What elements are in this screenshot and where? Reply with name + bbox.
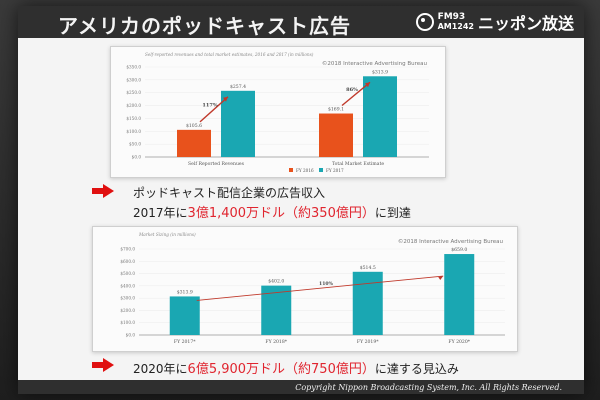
caption-revenue-suffix: に到達 — [374, 206, 411, 220]
chart-watermark: ©2018 Interactive Advertising Bureau — [398, 238, 503, 245]
growth-label: 110% — [319, 281, 334, 287]
presentation-slide: アメリカのポッドキャスト広告 FM93 AM1242 ニッポン放送 Self-r… — [18, 6, 584, 394]
y-tick-label: $400.0 — [120, 283, 135, 288]
y-tick-label: $150.0 — [126, 116, 141, 121]
market-sizing-chart: Market Sizing (in millions) ©2018 Interac… — [120, 232, 505, 345]
am-frequency: AM1242 — [437, 22, 474, 31]
caption-forecast-highlight: 6億5,900万ドル（約750億円） — [187, 362, 375, 377]
y-tick-label: $500.0 — [120, 271, 135, 276]
red-arrow-icon — [92, 184, 114, 198]
bar-value-label: $514.5 — [360, 265, 376, 271]
chart-title: Self-reported revenues and total market … — [145, 52, 314, 57]
x-tick-label: FY 2017* — [174, 339, 196, 345]
slide-footer-bar — [18, 380, 584, 394]
growth-arrow-head — [223, 96, 228, 102]
red-arrow-icon — [92, 358, 114, 372]
legend-label: FY 2016 — [296, 168, 314, 173]
y-tick-label: $250.0 — [126, 90, 141, 95]
caption-revenue-highlight: 3億1,400万ドル（約350億円） — [187, 206, 375, 221]
growth-arrow-line — [196, 275, 444, 301]
fm-frequency: FM93 — [437, 12, 466, 22]
y-tick-label: $300.0 — [126, 77, 141, 82]
copyright-notice: Copyright Nippon Broadcasting System, In… — [295, 383, 562, 392]
y-tick-label: $100.0 — [126, 129, 141, 134]
bar-value-label: $105.6 — [186, 123, 202, 129]
revenue-chart-panel: Self-reported revenues and total market … — [110, 46, 446, 178]
chart-title: Market Sizing (in millions) — [138, 232, 196, 237]
y-tick-label: $0.0 — [126, 333, 136, 338]
bar-value-label: $313.9 — [372, 69, 388, 75]
caption-revenue-heading: ポッドキャスト配信企業の広告収入 — [133, 186, 326, 200]
y-tick-label: $100.0 — [120, 320, 135, 325]
legend-swatch — [289, 168, 293, 172]
caption-revenue-prefix: 2017年に — [133, 206, 188, 220]
y-tick-label: $700.0 — [120, 247, 135, 252]
y-tick-label: $300.0 — [120, 296, 135, 301]
legend-label: FY 2017 — [326, 168, 344, 173]
growth-arrow-head — [438, 276, 444, 281]
y-tick-label: $600.0 — [120, 259, 135, 264]
x-tick-label: FY 2018* — [265, 339, 287, 345]
legend-swatch — [319, 168, 323, 172]
bar — [352, 271, 383, 335]
bar — [169, 296, 200, 335]
bar-value-label: $659.0 — [451, 247, 467, 253]
bar — [444, 254, 475, 335]
bar-value-label: $169.1 — [328, 107, 344, 113]
bar — [363, 76, 397, 157]
y-tick-label: $200.0 — [126, 103, 141, 108]
revenue-chart: Self-reported revenues and total market … — [126, 52, 429, 173]
y-tick-label: $350.0 — [126, 65, 141, 70]
bar-value-label: $257.4 — [230, 84, 246, 90]
y-tick-label: $200.0 — [120, 308, 135, 313]
growth-label: 86% — [346, 87, 358, 93]
bar-value-label: $402.0 — [268, 279, 284, 285]
growth-arrow-line — [199, 96, 229, 123]
bar-value-label: $313.9 — [177, 289, 193, 295]
x-tick-label: Total Market Estimate — [332, 161, 384, 167]
market-sizing-chart-panel: Market Sizing (in millions) ©2018 Interac… — [92, 226, 518, 352]
caption-forecast-suffix: に達する見込み — [374, 362, 459, 376]
growth-label: 117% — [202, 102, 217, 108]
bar — [177, 129, 211, 157]
caption-forecast-prefix: 2020年に — [133, 362, 188, 376]
growth-arrow-line — [341, 81, 371, 107]
caption-revenue-2017: 2017年に3億1,400万ドル（約350億円）に到達 — [133, 202, 411, 221]
bar — [261, 285, 292, 335]
slide-title: アメリカのポッドキャスト広告 — [58, 14, 351, 38]
bar — [221, 90, 255, 157]
x-tick-label: FY 2019* — [357, 339, 379, 345]
bar — [319, 113, 353, 157]
y-tick-label: $50.0 — [129, 142, 141, 147]
x-tick-label: Self Reported Revenues — [188, 161, 245, 167]
broadcaster-name: ニッポン放送 — [477, 14, 574, 33]
y-tick-label: $0.0 — [132, 155, 142, 160]
broadcaster-logo: FM93 AM1242 ニッポン放送 — [415, 10, 574, 34]
x-tick-label: FY 2020* — [448, 339, 470, 345]
slide-title-bar: アメリカのポッドキャスト広告 FM93 AM1242 ニッポン放送 — [18, 6, 584, 38]
chart-watermark: ©2018 Interactive Advertising Bureau — [322, 60, 427, 67]
frequency-badge: FM93 AM1242 — [437, 12, 474, 32]
growth-arrow-head — [365, 82, 370, 88]
station-logo-icon — [415, 13, 434, 31]
caption-forecast-2020: 2020年に6億5,900万ドル（約750億円）に達する見込み — [133, 358, 459, 377]
